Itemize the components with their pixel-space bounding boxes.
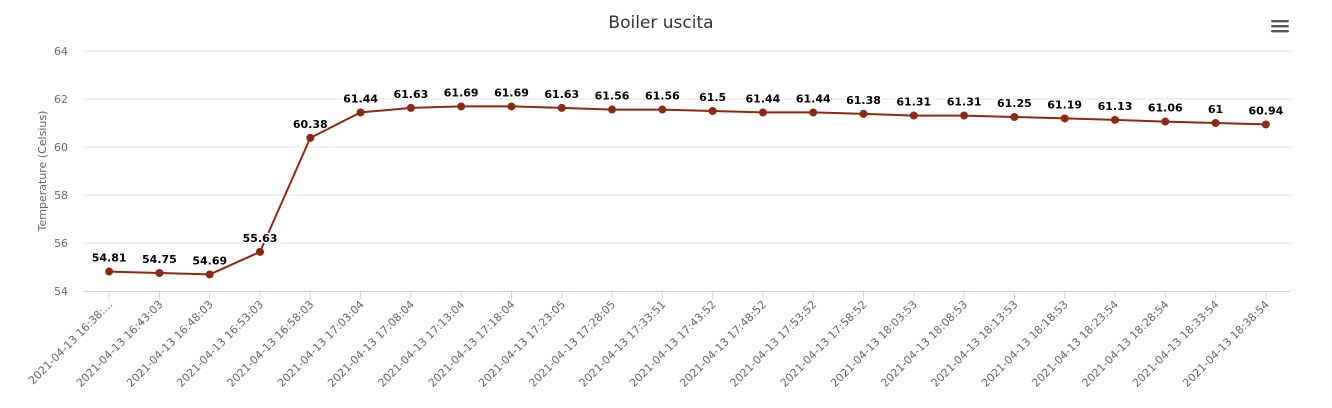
y-tick-label: 54: [54, 285, 68, 298]
data-label: 60.38: [293, 118, 328, 131]
data-point[interactable]: [457, 102, 466, 111]
y-axis-label: Temperature (Celsius): [36, 111, 49, 233]
x-tick-label: 2021-04-13 17:58:52: [778, 298, 870, 390]
chart-title: Boiler uscita: [608, 13, 713, 33]
data-label: 54.69: [192, 254, 227, 267]
y-tick-label: 64: [54, 45, 68, 58]
y-tick-label: 60: [54, 141, 68, 154]
data-label: 61.5: [699, 91, 726, 104]
data-label: 61.56: [595, 90, 630, 103]
data-point[interactable]: [406, 103, 415, 112]
data-point[interactable]: [155, 269, 164, 277]
series-path: [109, 105, 1266, 276]
x-tick-label: 2021-04-13 18:13:53: [929, 298, 1021, 390]
data-point[interactable]: [1010, 113, 1019, 121]
hamburger-menu-icon[interactable]: [1271, 18, 1289, 34]
data-point[interactable]: [658, 105, 667, 114]
y-axis-ticks: 54 56 58 60 62 64: [54, 45, 68, 298]
data-point[interactable]: [1161, 117, 1170, 126]
data-point[interactable]: [758, 108, 767, 117]
x-tick-label: 2021-04-13 18:23:54: [1029, 298, 1121, 390]
x-tick-label: 2021-04-13 18:33:54: [1130, 298, 1222, 390]
data-label: 61.13: [1098, 100, 1133, 113]
data-point[interactable]: [507, 102, 516, 111]
data-label: 61.56: [645, 90, 680, 103]
x-tick-label: 2021-04-13 18:28:54: [1080, 298, 1172, 390]
data-label: 61.69: [444, 86, 479, 99]
data-label: 61.06: [1148, 102, 1183, 115]
data-point[interactable]: [960, 111, 969, 120]
data-point[interactable]: [105, 267, 114, 276]
x-tick-label: 2021-04-13 17:53:52: [728, 298, 820, 390]
x-tick-label: 2021-04-13 17:33:51: [577, 298, 669, 390]
data-point[interactable]: [356, 108, 365, 117]
data-label: 61.44: [746, 92, 781, 105]
x-tick-label: 2021-04-13 18:08:53: [878, 298, 970, 390]
data-label: 61.31: [947, 96, 982, 109]
data-point[interactable]: [306, 133, 315, 142]
x-tick-label: 2021-04-13 16:43:03: [74, 298, 166, 390]
data-labels: 54.81 54.75 54.69 55.63 60.38 61.44 61.63 61.69…: [90, 85, 1285, 269]
data-points: [105, 102, 1270, 279]
x-tick-label: 2021-04-13 16:48:03: [124, 298, 216, 390]
x-tick-label: 2021-04-13 17:23:05: [476, 298, 568, 390]
x-tick-label: 2021-04-13 18:03:53: [828, 298, 920, 390]
x-axis: 2021-04-13 16:38:...2021-04-13 16:43:032…: [26, 291, 1291, 390]
x-tick-label: 2021-04-13 18:38:54: [1180, 298, 1272, 390]
x-tick-label: 2021-04-13 17:28:05: [526, 298, 618, 390]
data-point[interactable]: [859, 109, 868, 118]
x-tick-label: 2021-04-13 17:48:52: [677, 298, 769, 390]
x-tick-label: 2021-04-13 17:08:04: [325, 298, 417, 390]
data-point[interactable]: [1110, 115, 1119, 124]
y-tick-label: 56: [54, 237, 68, 250]
data-label: 61.19: [1047, 98, 1082, 111]
x-tick-label: 2021-04-13 17:13:04: [376, 298, 468, 390]
x-tick-label: 2021-04-13 16:38:...: [26, 298, 115, 387]
data-label: 60.94: [1248, 104, 1283, 117]
data-point[interactable]: [608, 105, 617, 114]
series-line: [109, 105, 1266, 276]
data-label: 61.69: [494, 86, 529, 99]
grid-lines: [84, 50, 1291, 244]
data-point[interactable]: [1060, 114, 1069, 123]
data-label: 54.81: [92, 252, 127, 265]
x-tick-label: 2021-04-13 16:53:03: [174, 298, 266, 390]
data-label: 55.63: [243, 232, 278, 245]
data-point[interactable]: [809, 108, 818, 117]
data-label: 61.38: [846, 94, 881, 107]
data-label: 61.31: [896, 96, 931, 109]
data-label: 61.44: [343, 92, 378, 105]
data-label: 61: [1208, 103, 1223, 116]
data-point[interactable]: [708, 107, 717, 115]
data-label: 61.63: [393, 88, 428, 101]
x-tick-label: 2021-04-13 17:18:04: [426, 298, 518, 390]
data-point[interactable]: [909, 111, 918, 120]
data-label: 61.25: [997, 97, 1032, 110]
data-point[interactable]: [557, 103, 566, 112]
data-point[interactable]: [1261, 120, 1270, 129]
y-tick-label: 62: [54, 93, 68, 106]
x-tick-label: 2021-04-13 16:58:03: [225, 298, 317, 390]
x-tick-label: 2021-04-13 17:43:52: [627, 298, 719, 390]
x-tick-label: 2021-04-13 17:03:04: [275, 298, 367, 390]
data-label: 54.75: [142, 253, 177, 266]
data-point[interactable]: [256, 247, 265, 256]
y-tick-label: 58: [54, 189, 68, 202]
data-label: 61.63: [544, 88, 579, 101]
data-label: 61.44: [796, 92, 831, 105]
data-point[interactable]: [205, 270, 214, 279]
x-tick-label: 2021-04-13 18:18:53: [979, 298, 1071, 390]
data-point[interactable]: [1211, 119, 1220, 127]
